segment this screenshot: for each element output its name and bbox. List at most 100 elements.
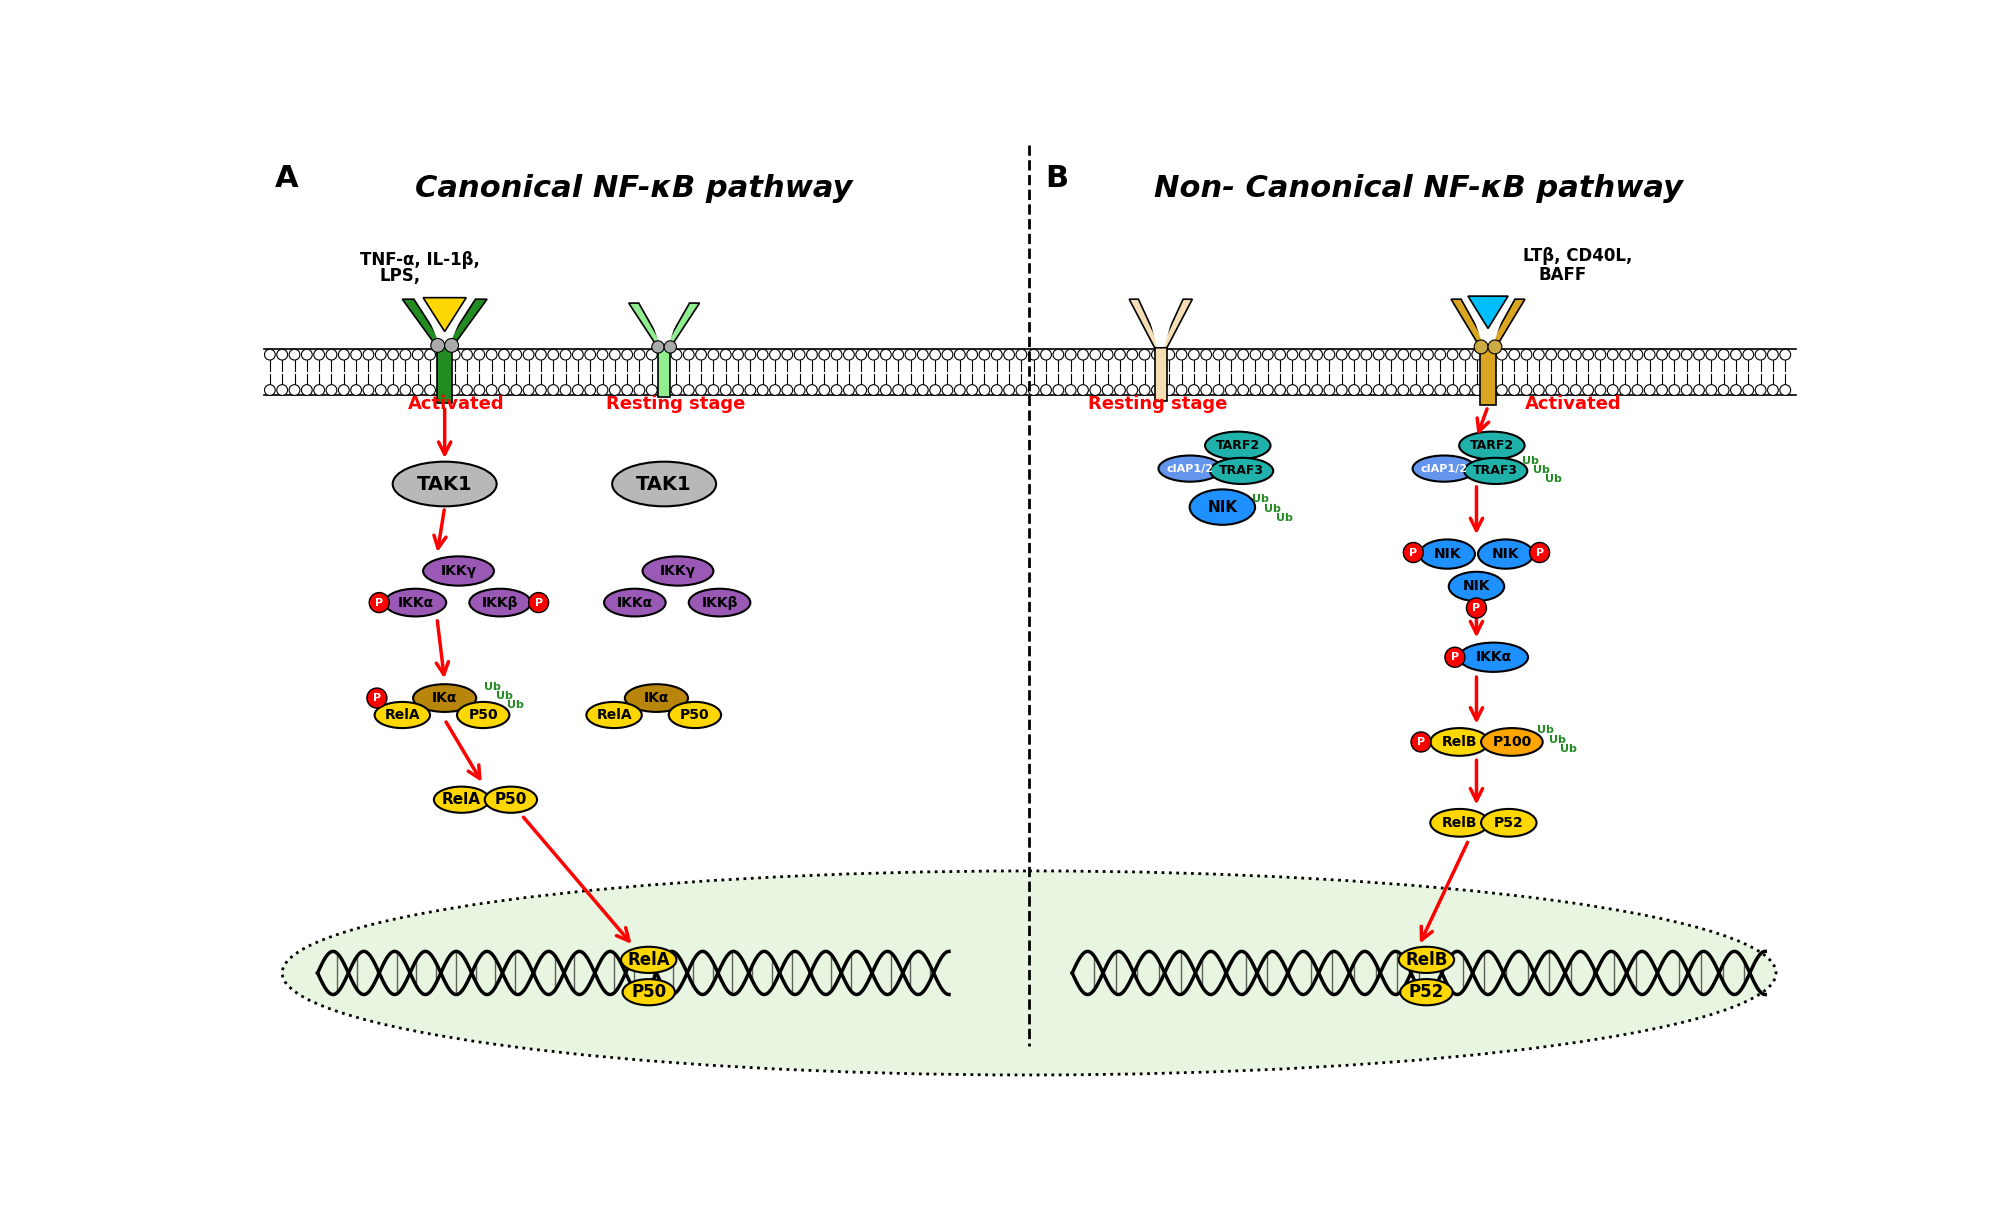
Text: IKKα: IKKα [1475, 650, 1511, 664]
Circle shape [1403, 542, 1423, 563]
Circle shape [325, 350, 337, 361]
Circle shape [1200, 385, 1210, 396]
Circle shape [1337, 350, 1347, 361]
Circle shape [893, 350, 903, 361]
Circle shape [1582, 385, 1594, 396]
Polygon shape [664, 302, 698, 347]
Text: cIAP1/2: cIAP1/2 [1419, 463, 1467, 473]
Polygon shape [401, 299, 444, 347]
Text: Ub: Ub [1537, 726, 1553, 736]
Circle shape [1644, 385, 1654, 396]
Circle shape [548, 385, 558, 396]
Circle shape [339, 385, 349, 396]
Ellipse shape [1204, 432, 1270, 460]
Circle shape [1730, 350, 1740, 361]
Circle shape [474, 350, 484, 361]
Bar [438, 345, 452, 403]
Circle shape [1632, 350, 1642, 361]
Circle shape [953, 350, 965, 361]
Circle shape [1606, 350, 1618, 361]
Circle shape [1114, 350, 1124, 361]
Circle shape [1668, 385, 1680, 396]
Circle shape [1778, 385, 1790, 396]
Ellipse shape [283, 871, 1774, 1074]
Circle shape [399, 385, 411, 396]
Circle shape [1483, 350, 1493, 361]
Circle shape [1507, 350, 1519, 361]
Circle shape [1078, 350, 1088, 361]
Circle shape [979, 385, 989, 396]
Circle shape [339, 350, 349, 361]
Circle shape [610, 350, 620, 361]
Circle shape [893, 385, 903, 396]
Circle shape [757, 385, 769, 396]
Circle shape [1465, 598, 1485, 618]
Circle shape [610, 385, 620, 396]
Text: B: B [1046, 165, 1068, 194]
Circle shape [721, 350, 731, 361]
Circle shape [1754, 385, 1764, 396]
Text: P50: P50 [494, 793, 526, 807]
Circle shape [1164, 350, 1174, 361]
Circle shape [1730, 385, 1740, 396]
Circle shape [1102, 385, 1112, 396]
Circle shape [694, 350, 706, 361]
Circle shape [1507, 385, 1519, 396]
Ellipse shape [1429, 809, 1487, 836]
Text: P52: P52 [1493, 816, 1523, 830]
Circle shape [423, 385, 436, 396]
Circle shape [1435, 385, 1445, 396]
Text: IKKα: IKKα [616, 595, 652, 610]
Circle shape [584, 350, 596, 361]
Circle shape [572, 385, 582, 396]
Circle shape [486, 385, 498, 396]
Ellipse shape [1457, 643, 1527, 672]
Circle shape [423, 350, 436, 361]
Circle shape [708, 350, 719, 361]
Circle shape [1545, 350, 1555, 361]
Text: Ub: Ub [1533, 465, 1549, 476]
Circle shape [1188, 385, 1198, 396]
Text: TNF-α, IL-1β,: TNF-α, IL-1β, [359, 250, 480, 269]
Circle shape [1533, 350, 1543, 361]
Text: IKKγ: IKKγ [660, 564, 696, 578]
Circle shape [781, 350, 793, 361]
Circle shape [510, 350, 522, 361]
Circle shape [879, 350, 891, 361]
Circle shape [450, 385, 460, 396]
Circle shape [313, 385, 325, 396]
Ellipse shape [1210, 457, 1272, 484]
Circle shape [769, 385, 781, 396]
Circle shape [1706, 385, 1716, 396]
Circle shape [301, 350, 311, 361]
Text: RelB: RelB [1405, 951, 1447, 969]
Circle shape [277, 350, 287, 361]
Circle shape [1545, 385, 1555, 396]
Circle shape [1521, 350, 1531, 361]
Circle shape [1004, 385, 1014, 396]
Text: P: P [1471, 603, 1479, 613]
Polygon shape [1160, 299, 1192, 347]
Circle shape [387, 385, 397, 396]
Circle shape [1487, 340, 1501, 353]
Text: P: P [373, 693, 381, 703]
Circle shape [1521, 385, 1531, 396]
Circle shape [1447, 385, 1457, 396]
Circle shape [1668, 350, 1680, 361]
Circle shape [510, 385, 522, 396]
Ellipse shape [688, 589, 751, 616]
Circle shape [867, 385, 879, 396]
Circle shape [411, 385, 423, 396]
Ellipse shape [484, 786, 536, 813]
Circle shape [905, 385, 915, 396]
Circle shape [634, 350, 644, 361]
Text: NIK: NIK [1206, 500, 1236, 514]
Circle shape [807, 350, 817, 361]
Text: Non- Canonical NF-κB pathway: Non- Canonical NF-κB pathway [1154, 174, 1682, 203]
Circle shape [444, 339, 458, 352]
Circle shape [953, 385, 965, 396]
Circle shape [1569, 385, 1580, 396]
Circle shape [1299, 385, 1309, 396]
Circle shape [941, 350, 953, 361]
Circle shape [1557, 385, 1567, 396]
